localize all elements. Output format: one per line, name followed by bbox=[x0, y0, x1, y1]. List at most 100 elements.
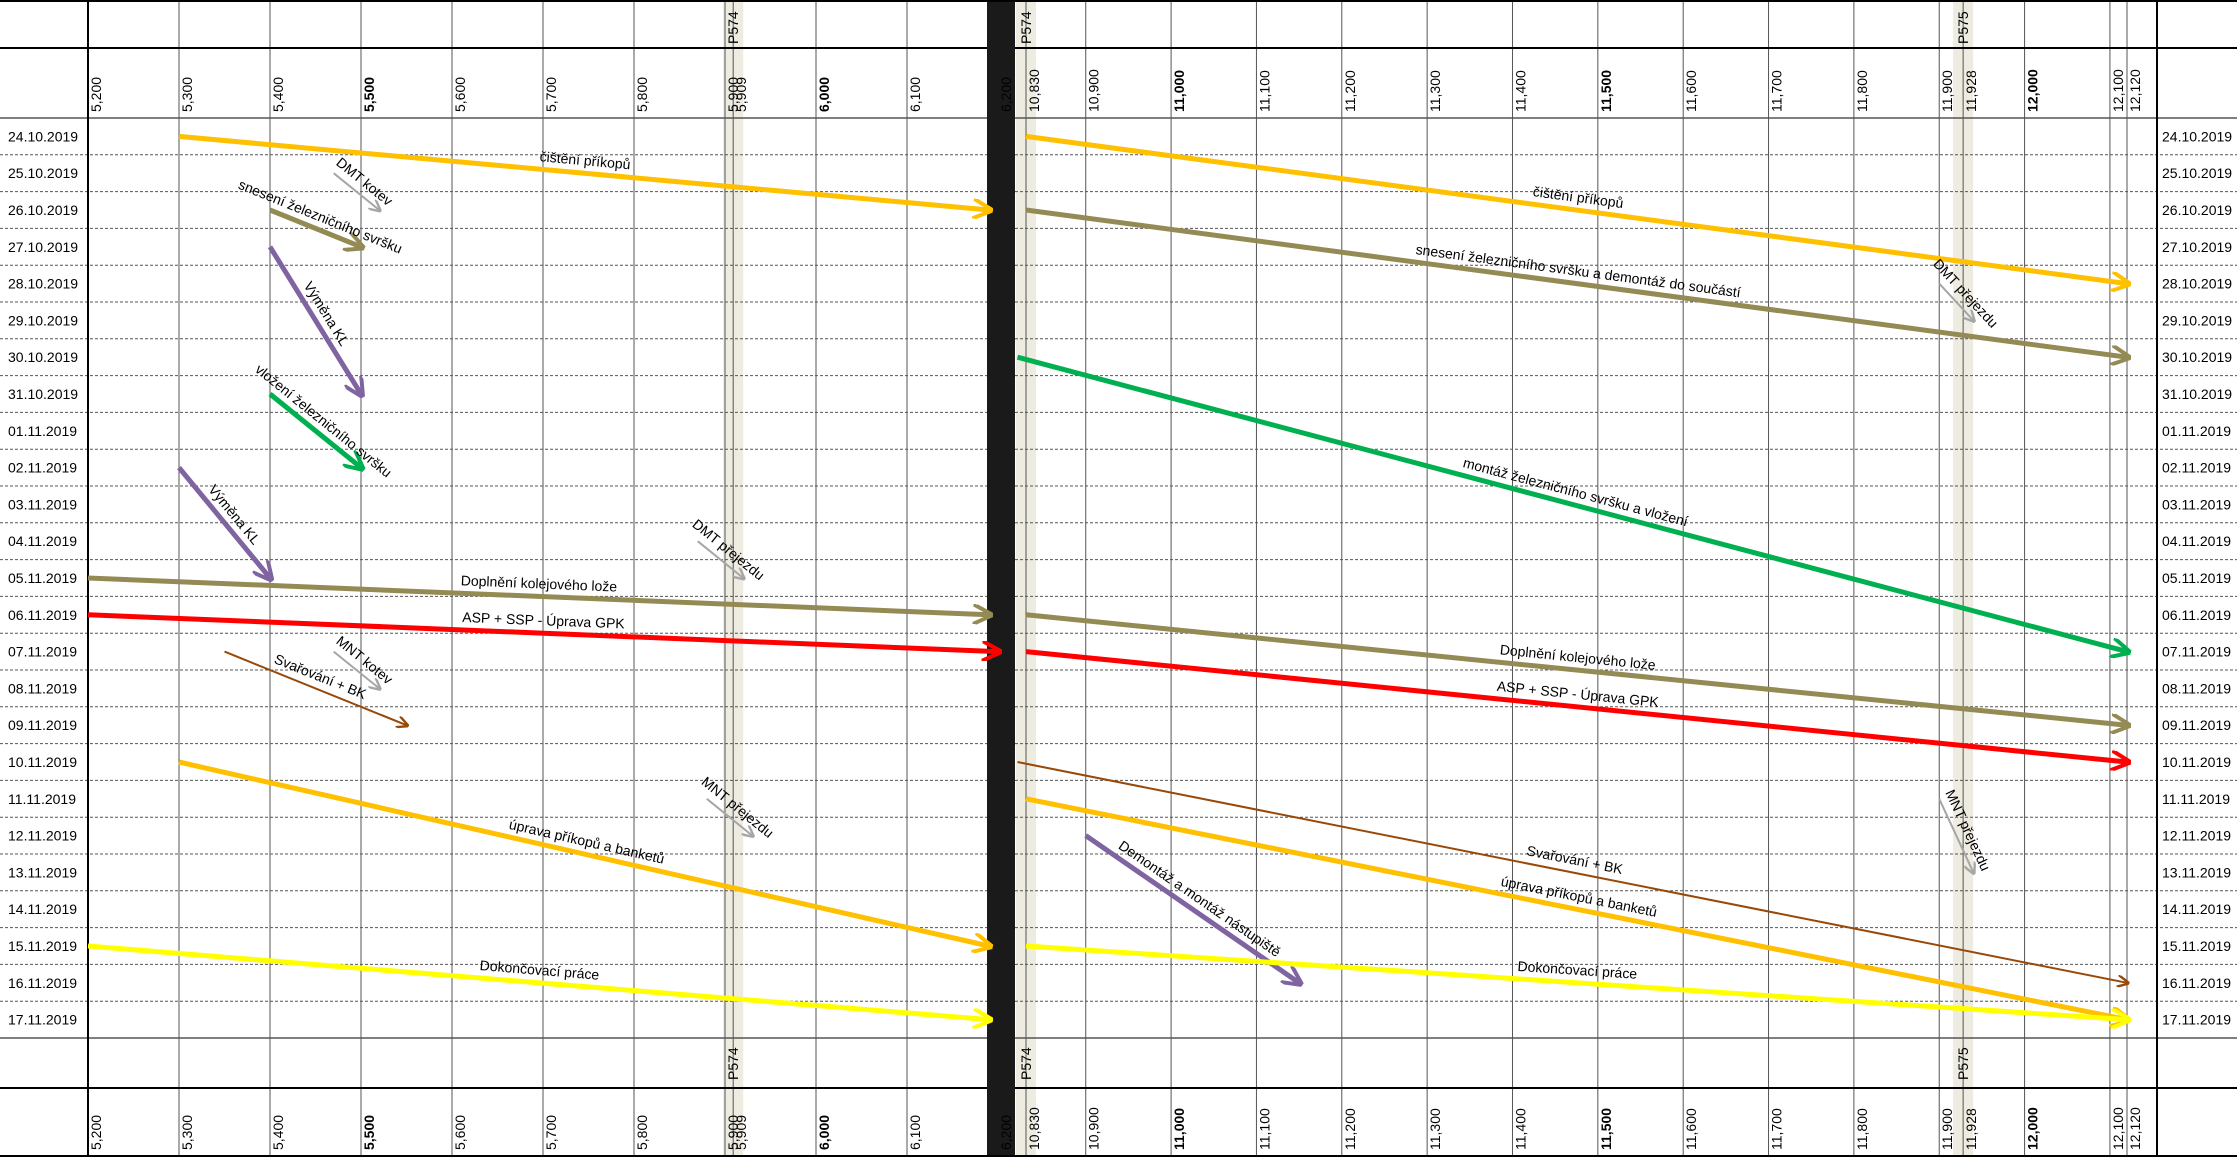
activity-arrow bbox=[268, 392, 361, 468]
km-tick-label: 10,900 bbox=[1086, 69, 1102, 112]
date-label-right: 11.11.2019 bbox=[2162, 791, 2230, 807]
panel-divider bbox=[987, 0, 1015, 1157]
km-tick-label: 5,200 bbox=[88, 1115, 104, 1150]
date-label-left: 27.10.2019 bbox=[8, 239, 78, 255]
km-tick-label: 11,500 bbox=[1598, 1108, 1614, 1150]
date-label-left: 14.11.2019 bbox=[8, 901, 77, 917]
date-label-right: 30.10.2019 bbox=[2162, 349, 2232, 365]
activity-arrow bbox=[177, 466, 270, 578]
km-tick-label: 5,200 bbox=[88, 77, 104, 112]
km-tick-label: 6,100 bbox=[907, 77, 923, 112]
date-label-right: 04.11.2019 bbox=[2162, 533, 2231, 549]
km-tick-label: 11,800 bbox=[1854, 1108, 1870, 1150]
date-label-right: 28.10.2019 bbox=[2162, 276, 2232, 292]
activity-arrow bbox=[333, 172, 380, 210]
date-label-left: 25.10.2019 bbox=[8, 165, 78, 181]
activity-arrow bbox=[178, 133, 989, 210]
activity-arrow bbox=[1025, 796, 2127, 1020]
km-tick-label: 5,600 bbox=[452, 77, 468, 112]
km-tick-label: 11,500 bbox=[1598, 70, 1614, 112]
activity-arrow bbox=[1938, 798, 1973, 873]
km-tick-label: 11,300 bbox=[1427, 70, 1443, 112]
km-tick-label: 11,600 bbox=[1683, 70, 1699, 112]
date-label-right: 15.11.2019 bbox=[2162, 938, 2231, 954]
km-tick-label: 11,000 bbox=[1171, 70, 1187, 112]
activity-arrow bbox=[697, 540, 744, 578]
km-tick-label: 5,500 bbox=[361, 77, 377, 112]
date-label-left: 09.11.2019 bbox=[8, 717, 77, 733]
km-tick-label: 11,200 bbox=[1342, 1108, 1358, 1150]
activity-arrow bbox=[87, 943, 989, 1020]
date-label-left: 30.10.2019 bbox=[8, 349, 78, 365]
km-tick-label: 10,900 bbox=[1086, 1107, 1102, 1150]
crossing-label: P575 bbox=[1955, 11, 1971, 44]
km-tick-label: 12,100 bbox=[2110, 1107, 2126, 1150]
date-label-right: 08.11.2019 bbox=[2162, 680, 2231, 696]
activity-label: Dokončovací práce bbox=[1517, 958, 1638, 982]
km-tick-label: 5,700 bbox=[543, 1115, 559, 1150]
km-tick-label: 6,200 bbox=[998, 77, 1014, 112]
date-label-right: 31.10.2019 bbox=[2162, 386, 2232, 402]
km-tick-label: 5,800 bbox=[634, 77, 650, 112]
date-label-right: 07.11.2019 bbox=[2162, 644, 2231, 660]
crossing-label: P574 bbox=[725, 1047, 741, 1080]
date-label-right: 29.10.2019 bbox=[2162, 312, 2232, 328]
km-tick-label: 11,700 bbox=[1769, 1108, 1785, 1150]
date-label-left: 15.11.2019 bbox=[8, 938, 77, 954]
activity-arrow bbox=[1025, 207, 2127, 357]
km-tick-label: 11,400 bbox=[1512, 1108, 1528, 1150]
activity-arrow bbox=[1025, 943, 2127, 1020]
activity-label: montáž železničního svršku a vložení bbox=[1461, 454, 1689, 529]
km-tick-label: 11,000 bbox=[1171, 1108, 1187, 1150]
date-label-left: 12.11.2019 bbox=[8, 828, 77, 844]
km-tick-label: 11,100 bbox=[1256, 1108, 1272, 1150]
km-tick-label: 12,000 bbox=[2025, 1107, 2041, 1150]
date-label-left: 01.11.2019 bbox=[8, 423, 77, 439]
date-label-left: 02.11.2019 bbox=[8, 460, 77, 476]
date-label-right: 05.11.2019 bbox=[2162, 570, 2231, 586]
date-label-left: 16.11.2019 bbox=[8, 975, 77, 991]
activity-arrow bbox=[269, 207, 361, 247]
date-label-left: 03.11.2019 bbox=[8, 496, 77, 512]
date-label-right: 01.11.2019 bbox=[2162, 423, 2231, 439]
date-label-left: 29.10.2019 bbox=[8, 312, 78, 328]
km-tick-label: 5,800 bbox=[634, 1115, 650, 1150]
km-tick-label: 5,909 bbox=[733, 77, 749, 112]
date-label-left: 26.10.2019 bbox=[8, 202, 78, 218]
date-label-left: 07.11.2019 bbox=[8, 644, 77, 660]
km-tick-label: 6,100 bbox=[907, 1115, 923, 1150]
km-tick-label: 6,000 bbox=[816, 1115, 832, 1150]
km-tick-label: 5,909 bbox=[733, 1115, 749, 1150]
date-label-left: 11.11.2019 bbox=[8, 791, 76, 807]
km-tick-label: 10,830 bbox=[1026, 69, 1042, 112]
crossing-label: P575 bbox=[1955, 1047, 1971, 1080]
crossing-bands bbox=[723, 0, 1974, 1157]
date-label-left: 17.11.2019 bbox=[8, 1012, 77, 1028]
crossing-label: P574 bbox=[1018, 11, 1034, 44]
date-label-right: 27.10.2019 bbox=[2162, 239, 2232, 255]
date-label-left: 06.11.2019 bbox=[8, 607, 77, 623]
km-tick-label: 11,928 bbox=[1963, 70, 1979, 112]
date-label-right: 06.11.2019 bbox=[2162, 607, 2231, 623]
km-tick-label: 12,100 bbox=[2110, 69, 2126, 112]
km-tick-label: 5,900 bbox=[725, 77, 741, 112]
activity-arrow bbox=[1084, 833, 1299, 983]
km-tick-label: 12,120 bbox=[2127, 1107, 2143, 1150]
km-tick-label: 6,000 bbox=[816, 77, 832, 112]
activity-arrow bbox=[1025, 612, 2127, 725]
date-label-right: 24.10.2019 bbox=[2162, 128, 2232, 144]
date-label-right: 14.11.2019 bbox=[2162, 901, 2231, 917]
activity-arrow bbox=[1025, 649, 2127, 762]
km-tick-label: 5,300 bbox=[179, 1115, 195, 1150]
date-label-left: 04.11.2019 bbox=[8, 533, 77, 549]
km-tick-label: 11,300 bbox=[1427, 1108, 1443, 1150]
km-tick-label: 11,900 bbox=[1939, 70, 1955, 112]
date-label-right: 13.11.2019 bbox=[2162, 864, 2231, 880]
activity-arrow bbox=[178, 759, 989, 946]
km-tick-label: 5,400 bbox=[270, 77, 286, 112]
km-tick-label: 11,800 bbox=[1854, 70, 1870, 112]
activity-arrow bbox=[1938, 282, 1973, 321]
km-tick-label: 5,600 bbox=[452, 1115, 468, 1150]
